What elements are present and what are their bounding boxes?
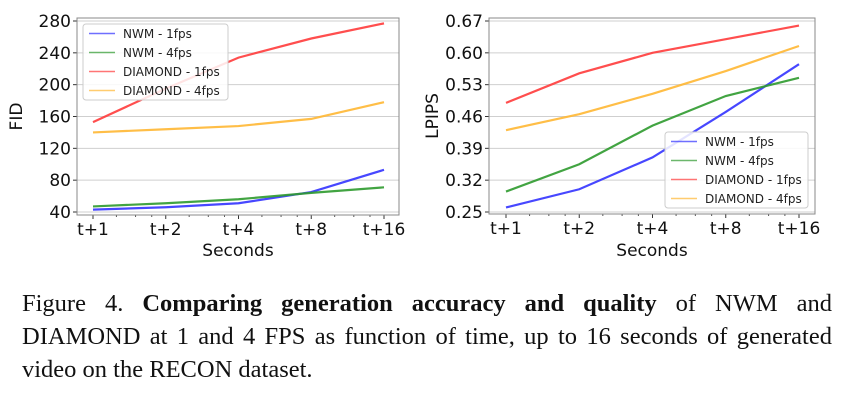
y-tick-label: 200 xyxy=(39,76,71,96)
caption-bold: Comparing generation accuracy and qualit… xyxy=(142,290,657,317)
x-tick-label: t+2 xyxy=(150,220,182,240)
x-tick-label: t+8 xyxy=(710,219,742,239)
legend-label: DIAMOND - 1fps xyxy=(123,65,220,79)
chart-fid: 40 80 120 160 200 240 280 t+1 t+2 t+4 t+8 t+16 Secon… xyxy=(7,12,405,261)
caption-text: of NWM and DIAMOND at 1 and 4 FPS as fun… xyxy=(22,290,832,383)
x-axis-label: Seconds xyxy=(616,241,688,261)
y-tick-label: 160 xyxy=(39,108,71,128)
legend: NWM - 1fps NWM - 4fps DIAMOND - 1fps DIAMON… xyxy=(82,23,229,101)
figure-caption: Figure 4. Comparing generation accuracy … xyxy=(22,287,832,386)
y-tick-label: 0.60 xyxy=(445,44,483,64)
x-tick-label: t+16 xyxy=(363,220,406,240)
x-tick-label: t+4 xyxy=(637,219,669,239)
x-tick-label: t+1 xyxy=(77,220,109,240)
chart-lpips: 0.25 0.32 0.39 0.46 0.53 0.60 0.67 t+1 t+2 t+4 t+8… xyxy=(423,12,820,261)
y-tick-label: 280 xyxy=(39,12,71,32)
y-tick-label: 240 xyxy=(39,44,71,64)
legend-label: NWM - 1fps xyxy=(705,135,774,149)
y-tick-label: 40 xyxy=(49,203,71,223)
x-tick-label: t+8 xyxy=(295,220,327,240)
caption-label: Figure 4. xyxy=(22,290,124,317)
plot-frame xyxy=(76,17,400,216)
x-tick-label: t+4 xyxy=(223,220,255,240)
y-tick-label: 120 xyxy=(39,139,71,159)
x-tick-label: t+2 xyxy=(563,219,595,239)
series-line-diamond-4fps xyxy=(92,101,385,134)
x-tick-label: t+16 xyxy=(778,219,821,239)
y-tick-label: 0.25 xyxy=(445,203,483,223)
legend-box xyxy=(664,131,809,209)
figure-charts: 40 80 120 160 200 240 280 t+1 t+2 t+4 t+8 t+16 Secon… xyxy=(7,12,820,261)
y-tick-label: 0.32 xyxy=(445,171,483,191)
y-tick-label: 0.46 xyxy=(445,108,483,128)
legend-label: NWM - 4fps xyxy=(705,154,774,168)
x-tick-label: t+1 xyxy=(490,219,522,239)
plot-frame xyxy=(488,17,816,215)
legend-label: NWM - 4fps xyxy=(123,46,192,60)
series-line-diamond-1fps xyxy=(505,24,800,104)
x-axis-label: Seconds xyxy=(202,241,274,261)
y-tick-label: 0.67 xyxy=(445,12,483,32)
legend-label: DIAMOND - 4fps xyxy=(123,84,220,98)
y-tick-label: 80 xyxy=(49,171,71,191)
legend-box xyxy=(82,23,229,101)
y-axis-label: LPIPS xyxy=(423,93,443,139)
legend-label: NWM - 1fps xyxy=(123,27,192,41)
legend-label: DIAMOND - 1fps xyxy=(705,173,802,187)
y-tick-label: 0.53 xyxy=(445,76,483,96)
y-axis-label: FID xyxy=(7,103,27,131)
legend-label: DIAMOND - 4fps xyxy=(705,192,802,206)
y-tick-label: 0.39 xyxy=(445,139,483,159)
legend: NWM - 1fps NWM - 4fps DIAMOND - 1fps DIAMON… xyxy=(664,131,809,209)
